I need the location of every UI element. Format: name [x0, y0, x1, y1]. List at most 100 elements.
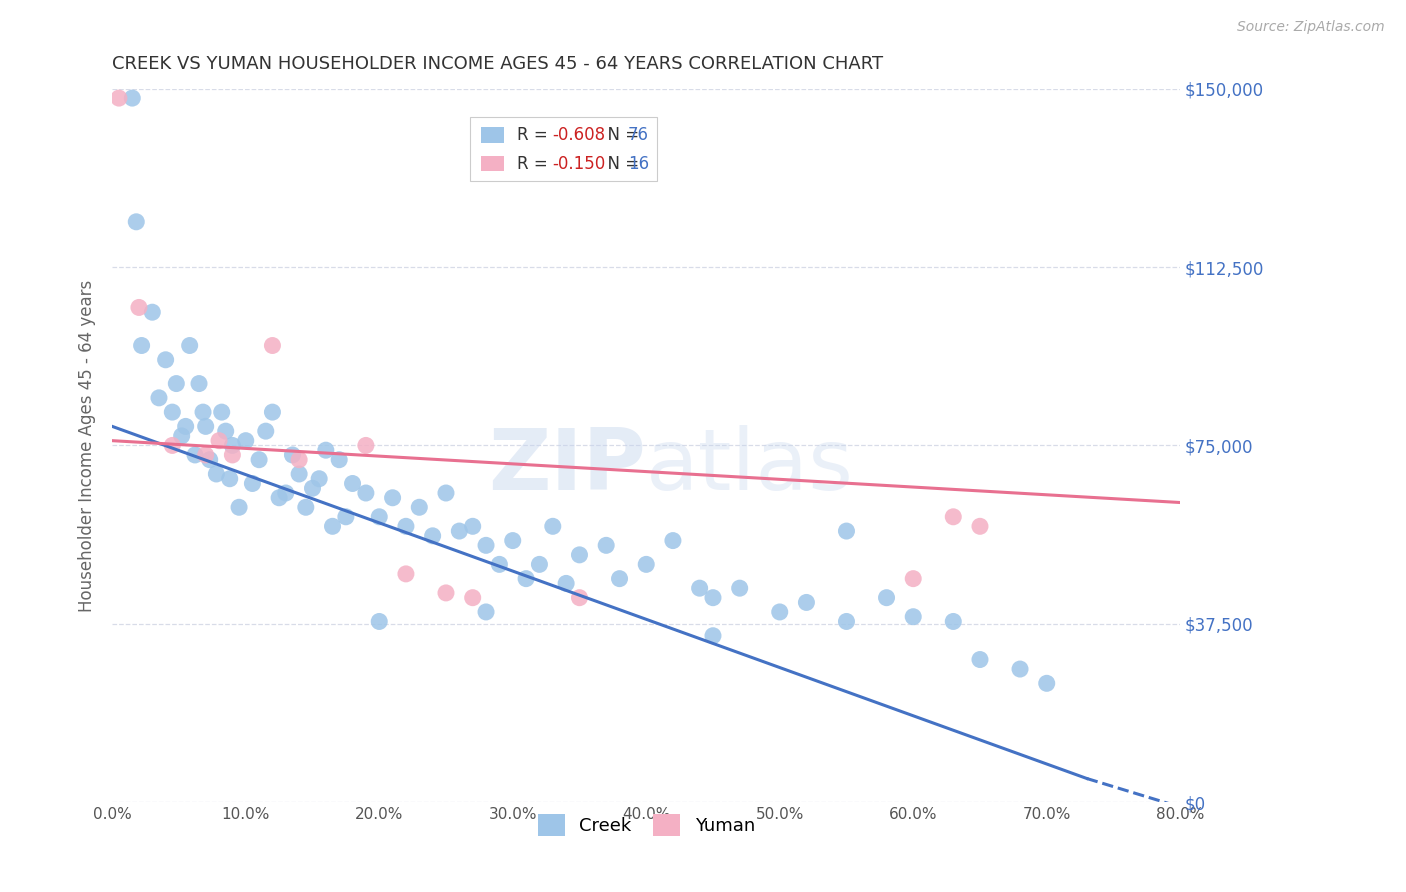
- Text: R =: R =: [517, 154, 553, 172]
- Legend: Creek, Yuman: Creek, Yuman: [530, 806, 762, 843]
- Point: [568, 591, 591, 605]
- Point: [179, 338, 201, 352]
- Point: [515, 572, 537, 586]
- Point: [835, 524, 858, 538]
- Point: [475, 605, 498, 619]
- Text: atlas: atlas: [647, 425, 855, 508]
- Point: [354, 438, 377, 452]
- Text: ZIP: ZIP: [488, 425, 647, 508]
- Point: [162, 405, 184, 419]
- Point: [422, 529, 444, 543]
- Point: [295, 500, 318, 515]
- Point: [342, 476, 364, 491]
- Point: [221, 448, 243, 462]
- Text: N =: N =: [598, 126, 644, 144]
- Point: [969, 519, 991, 533]
- Text: 16: 16: [628, 154, 650, 172]
- Point: [395, 519, 418, 533]
- Point: [636, 558, 658, 572]
- Point: [728, 581, 751, 595]
- Point: [876, 591, 898, 605]
- Point: [162, 438, 184, 452]
- Text: 76: 76: [628, 126, 650, 144]
- Y-axis label: Householder Income Ages 45 - 64 years: Householder Income Ages 45 - 64 years: [79, 279, 96, 612]
- Point: [108, 91, 131, 105]
- Point: [308, 472, 330, 486]
- Point: [395, 566, 418, 581]
- Point: [662, 533, 685, 548]
- Text: Source: ZipAtlas.com: Source: ZipAtlas.com: [1237, 20, 1385, 34]
- Point: [903, 572, 925, 586]
- Text: CREEK VS YUMAN HOUSEHOLDER INCOME AGES 45 - 64 YEARS CORRELATION CHART: CREEK VS YUMAN HOUSEHOLDER INCOME AGES 4…: [112, 55, 883, 73]
- Point: [368, 615, 391, 629]
- Point: [702, 629, 724, 643]
- Point: [408, 500, 430, 515]
- Point: [969, 652, 991, 666]
- Point: [461, 591, 484, 605]
- Point: [434, 586, 457, 600]
- Point: [208, 434, 231, 448]
- Point: [903, 609, 925, 624]
- Point: [541, 519, 564, 533]
- Point: [221, 438, 243, 452]
- Point: [835, 615, 858, 629]
- Point: [184, 448, 207, 462]
- Point: [555, 576, 578, 591]
- Point: [194, 419, 217, 434]
- Point: [335, 509, 357, 524]
- Point: [228, 500, 250, 515]
- Point: [254, 424, 277, 438]
- Text: N =: N =: [598, 154, 644, 172]
- Point: [198, 452, 221, 467]
- Point: [148, 391, 170, 405]
- Point: [269, 491, 291, 505]
- Point: [274, 486, 297, 500]
- Point: [211, 405, 233, 419]
- Point: [315, 443, 337, 458]
- Point: [529, 558, 551, 572]
- Point: [262, 405, 284, 419]
- Point: [141, 305, 163, 319]
- Bar: [481, 128, 505, 143]
- Point: [288, 467, 311, 481]
- Point: [689, 581, 711, 595]
- Point: [1008, 662, 1031, 676]
- Point: [242, 476, 264, 491]
- Point: [769, 605, 792, 619]
- Point: [235, 434, 257, 448]
- Text: -0.608: -0.608: [553, 126, 606, 144]
- FancyBboxPatch shape: [470, 117, 657, 181]
- Point: [247, 452, 270, 467]
- Point: [502, 533, 524, 548]
- Point: [354, 486, 377, 500]
- Point: [121, 91, 143, 105]
- Point: [449, 524, 471, 538]
- Point: [128, 301, 150, 315]
- Point: [125, 215, 148, 229]
- Point: [1035, 676, 1057, 690]
- Point: [368, 509, 391, 524]
- Point: [301, 481, 323, 495]
- Point: [205, 467, 228, 481]
- Point: [174, 419, 197, 434]
- Point: [595, 538, 617, 552]
- Text: -0.150: -0.150: [553, 154, 606, 172]
- Point: [381, 491, 404, 505]
- Point: [796, 595, 818, 609]
- Point: [609, 572, 631, 586]
- Point: [328, 452, 350, 467]
- Point: [942, 509, 965, 524]
- Point: [488, 558, 510, 572]
- Point: [461, 519, 484, 533]
- Point: [281, 448, 304, 462]
- Point: [568, 548, 591, 562]
- Point: [188, 376, 211, 391]
- Point: [155, 352, 177, 367]
- Point: [218, 472, 240, 486]
- Point: [165, 376, 187, 391]
- Point: [321, 519, 343, 533]
- Point: [191, 405, 214, 419]
- Point: [475, 538, 498, 552]
- Point: [942, 615, 965, 629]
- Point: [215, 424, 238, 438]
